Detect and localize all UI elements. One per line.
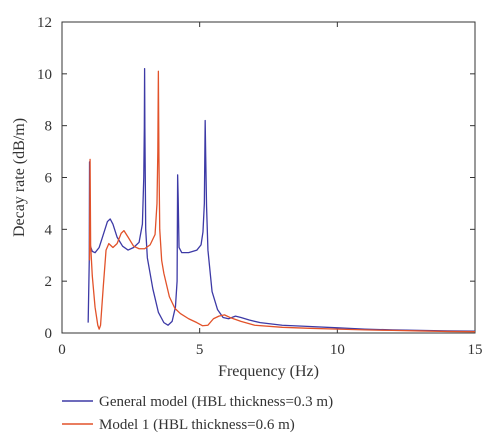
- plot-frame: [61, 21, 476, 334]
- y-tick-label: 0: [45, 326, 53, 342]
- x-tick-label: 10: [330, 342, 345, 358]
- x-axis-label: Frequency (Hz): [218, 363, 319, 380]
- axis-tick-labels: 0 5 10 15 0 2 4 6 8 10 12: [37, 15, 483, 358]
- y-axis-label: Decay rate (dB/m): [11, 118, 28, 237]
- series-line-general-model: [87, 68, 476, 332]
- series-lines: [87, 68, 476, 333]
- x-tick-label: 0: [58, 342, 66, 358]
- y-tick-label: 8: [45, 119, 53, 135]
- series-line-model-1: [88, 70, 476, 333]
- y-tick-label: 6: [45, 171, 53, 187]
- legend-label-model-1: Model 1 (HBL thickness=0.6 m): [99, 417, 295, 433]
- y-tick-label: 12: [37, 15, 52, 31]
- y-tick-label: 4: [45, 222, 53, 238]
- y-tick-label: 2: [45, 274, 53, 290]
- x-tick-label: 5: [196, 342, 204, 358]
- legend-label-general-model: General model (HBL thickness=0.3 m): [99, 394, 333, 410]
- x-tick-label: 15: [468, 342, 483, 358]
- legend: General model (HBL thickness=0.3 m) Mode…: [62, 394, 333, 433]
- axis-ticks: [61, 21, 476, 334]
- y-tick-label: 10: [37, 67, 52, 83]
